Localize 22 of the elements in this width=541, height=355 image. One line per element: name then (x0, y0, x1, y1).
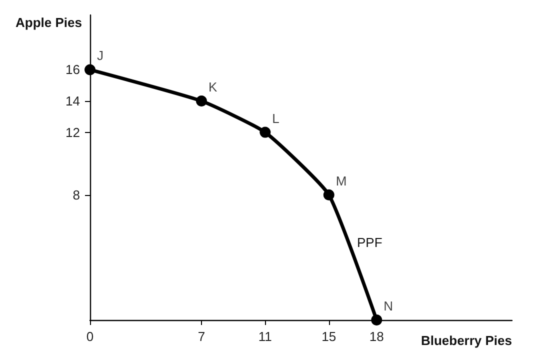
y-tick-label: 8 (72, 187, 80, 202)
x-tick-label: 11 (258, 329, 272, 344)
point (371, 314, 382, 326)
annotation: J (97, 48, 104, 64)
point (84, 64, 96, 76)
annotation: PPF (357, 235, 382, 250)
x-axis-title: Blueberry Pies (420, 333, 512, 348)
annotation: M (336, 173, 347, 188)
point (323, 189, 334, 200)
y-tick-label: 14 (66, 94, 80, 109)
x-tick-label: 0 (86, 329, 94, 344)
point (260, 126, 271, 138)
y-tick-label: 12 (66, 124, 80, 140)
annotation: L (272, 110, 280, 126)
x-tick-label: 7 (198, 329, 206, 344)
annotation: K (208, 80, 218, 95)
y-tick-label: 16 (66, 62, 80, 78)
y-axis-title: Apple Pies (16, 15, 82, 30)
point (196, 96, 207, 107)
x-tick-label: 15 (322, 329, 336, 344)
x-tick-label: 18 (369, 329, 384, 344)
annotation: N (384, 298, 394, 314)
